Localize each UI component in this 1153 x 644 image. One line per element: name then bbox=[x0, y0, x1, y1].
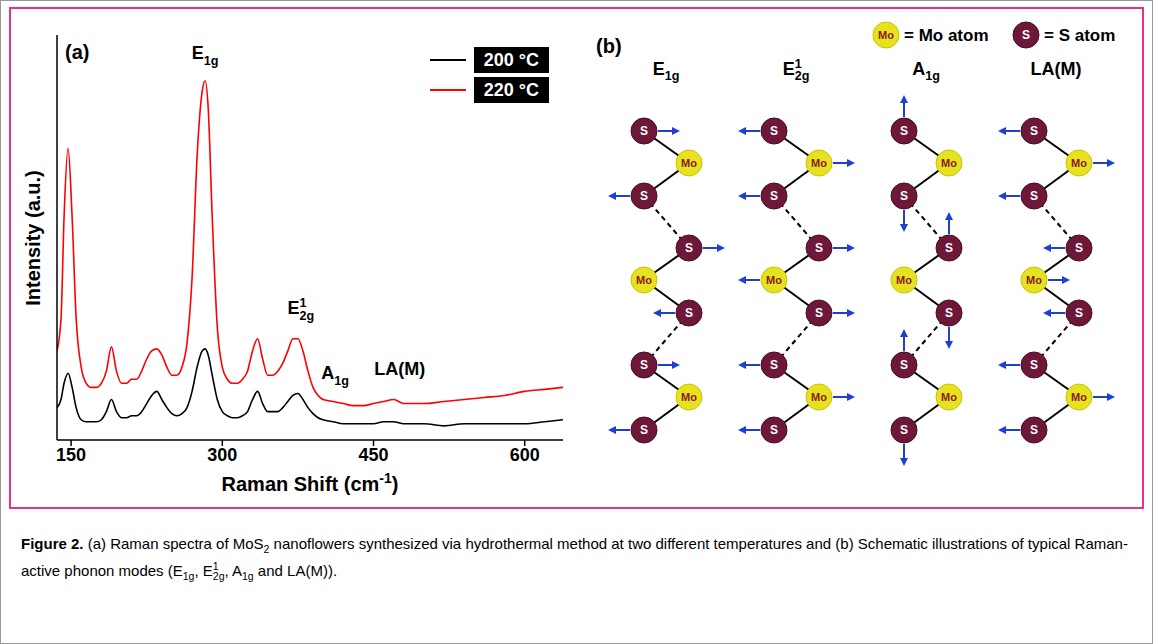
svg-text:S: S bbox=[900, 189, 908, 203]
svg-text:S: S bbox=[1022, 28, 1030, 42]
svg-text:S: S bbox=[770, 423, 778, 437]
svg-text:Mo: Mo bbox=[1071, 391, 1087, 403]
svg-text:S: S bbox=[770, 124, 778, 138]
svg-text:300: 300 bbox=[207, 445, 237, 465]
svg-text:Mo: Mo bbox=[878, 29, 894, 41]
svg-text:S: S bbox=[945, 241, 953, 255]
svg-text:150: 150 bbox=[56, 445, 86, 465]
svg-text:S: S bbox=[900, 423, 908, 437]
svg-text:Mo: Mo bbox=[681, 157, 697, 169]
svg-text:Mo: Mo bbox=[941, 157, 957, 169]
svg-text:S: S bbox=[945, 306, 953, 320]
html-text:Raman Shift (cm-1): Raman Shift (cm-1) bbox=[221, 470, 399, 495]
svg-text:E12g: E12g bbox=[783, 57, 810, 84]
svg-text:S: S bbox=[770, 358, 778, 372]
svg-text:Mo: Mo bbox=[766, 274, 782, 286]
html-text:Figure 2. (a) Raman spectra of: Figure 2. (a) Raman spectra of MoS2nanof… bbox=[21, 535, 1128, 582]
html-text:Intensity (a.u.): Intensity (a.u.) bbox=[21, 169, 44, 306]
svg-text:E1g: E1g bbox=[192, 43, 219, 67]
svg-text:S: S bbox=[1075, 306, 1083, 320]
svg-text:S: S bbox=[1030, 189, 1038, 203]
svg-text:= Mo atom: = Mo atom bbox=[904, 26, 989, 45]
svg-text:A1g: A1g bbox=[321, 363, 349, 387]
html-text:(a): (a) bbox=[65, 41, 90, 63]
svg-text:Mo: Mo bbox=[811, 157, 827, 169]
svg-text:S: S bbox=[1075, 241, 1083, 255]
svg-text:S: S bbox=[1030, 124, 1038, 138]
html-text:200 °C: 200 °C bbox=[483, 50, 539, 70]
svg-text:S: S bbox=[900, 358, 908, 372]
svg-text:Mo: Mo bbox=[811, 391, 827, 403]
html-text:2g, A1gand LA(M)).: 2g, A1gand LA(M)). bbox=[212, 562, 337, 582]
svg-text:Mo: Mo bbox=[681, 391, 697, 403]
svg-text:E12g: E12g bbox=[288, 296, 315, 323]
svg-text:Mo: Mo bbox=[896, 274, 912, 286]
svg-text:450: 450 bbox=[358, 445, 388, 465]
svg-text:S: S bbox=[640, 189, 648, 203]
svg-text:Mo: Mo bbox=[1071, 157, 1087, 169]
svg-text:S: S bbox=[640, 124, 648, 138]
svg-text:600: 600 bbox=[510, 445, 540, 465]
svg-text:S: S bbox=[1030, 423, 1038, 437]
svg-text:S: S bbox=[900, 124, 908, 138]
svg-text:E1g: E1g bbox=[653, 59, 680, 83]
svg-text:(b): (b) bbox=[596, 35, 622, 57]
svg-text:S: S bbox=[770, 189, 778, 203]
svg-text:Mo: Mo bbox=[636, 274, 652, 286]
svg-text:A1g: A1g bbox=[912, 59, 940, 83]
svg-text:S: S bbox=[685, 241, 693, 255]
html-text:220 °C: 220 °C bbox=[483, 80, 539, 100]
svg-text:LA(M): LA(M) bbox=[1031, 59, 1082, 79]
svg-text:S: S bbox=[640, 423, 648, 437]
svg-text:S: S bbox=[815, 241, 823, 255]
svg-text:Mo: Mo bbox=[1026, 274, 1042, 286]
svg-text:= S atom: = S atom bbox=[1044, 26, 1115, 45]
svg-text:S: S bbox=[640, 358, 648, 372]
svg-text:S: S bbox=[1030, 358, 1038, 372]
svg-text:S: S bbox=[685, 306, 693, 320]
svg-text:S: S bbox=[815, 306, 823, 320]
svg-text:Mo: Mo bbox=[941, 391, 957, 403]
svg-text:LA(M): LA(M) bbox=[374, 359, 425, 379]
